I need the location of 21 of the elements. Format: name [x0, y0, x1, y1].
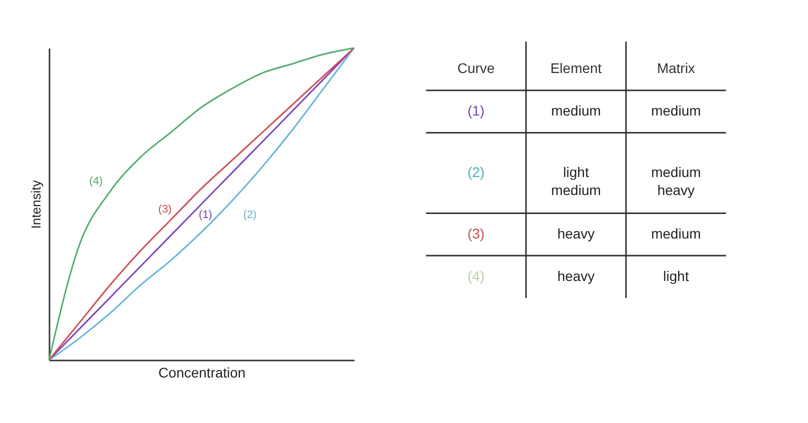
text: medium heavy [651, 164, 701, 198]
y-axis-title: Intensity [28, 180, 44, 229]
category-label: Matrix [656, 60, 696, 76]
text: medium [551, 102, 601, 119]
category-label: Element [550, 60, 602, 76]
text: light medium [551, 164, 601, 198]
category-label: (2) [467, 164, 485, 180]
text: heavy [557, 268, 595, 284]
category-label: (1) [467, 102, 485, 119]
text: medium [651, 102, 701, 119]
category-label: Curve [457, 60, 495, 76]
category-label: (4) [467, 268, 485, 284]
text: medium [651, 225, 701, 242]
series-label: (4) [89, 176, 103, 188]
category-label: (3) [467, 225, 485, 242]
series-label: (1) [198, 209, 212, 221]
x-axis-title: Concentration [158, 364, 246, 380]
series-label: (2) [243, 208, 257, 221]
text: light [663, 268, 689, 284]
series-label: (3) [158, 204, 172, 216]
text: heavy [557, 225, 595, 242]
